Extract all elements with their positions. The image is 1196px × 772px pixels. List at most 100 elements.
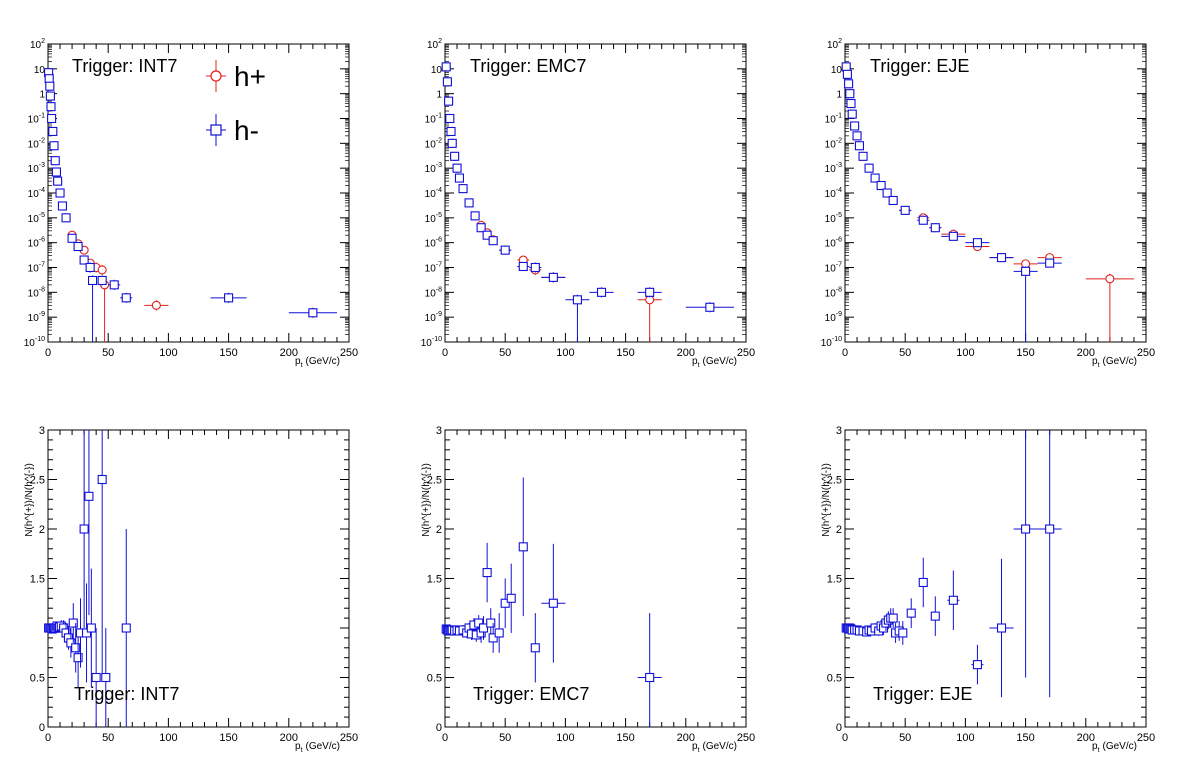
y-tick-label-exp: -5 bbox=[836, 212, 842, 219]
y-axis-label: N(h^{+})/N(h^{-}) bbox=[821, 463, 832, 537]
y-tick-label: 10-8 bbox=[425, 286, 442, 299]
y-tick-label: 102 bbox=[427, 38, 442, 51]
x-axis-label: pt (GeV/c) bbox=[1092, 356, 1137, 369]
y-tick-label: 2 bbox=[39, 524, 45, 536]
y-tick-label: 10-9 bbox=[825, 311, 842, 324]
y-tick-label: 2 bbox=[836, 524, 842, 536]
y-tick-label: 10-9 bbox=[425, 311, 442, 324]
x-tick-label: 150 bbox=[219, 347, 237, 359]
data-point bbox=[844, 79, 854, 89]
data-point bbox=[930, 611, 940, 621]
data-point bbox=[53, 176, 63, 186]
y-tick-label: 0.5 bbox=[30, 673, 45, 685]
y-tick-label: 10-7 bbox=[28, 262, 45, 275]
y-tick-label-base: 10 bbox=[425, 164, 437, 175]
data-point bbox=[66, 638, 76, 648]
y-tick-label: 10-10 bbox=[421, 336, 442, 349]
data-point bbox=[888, 613, 898, 623]
x-tick-label: 100 bbox=[556, 732, 574, 744]
y-tick-label-base: 10 bbox=[831, 65, 843, 76]
data-point bbox=[645, 287, 655, 297]
data-point bbox=[842, 69, 852, 79]
data-point bbox=[900, 205, 910, 215]
x-axis-label-p: p bbox=[1092, 741, 1098, 752]
x-axis-label: pt (GeV/c) bbox=[692, 356, 737, 369]
y-tick-label-base: 10 bbox=[825, 139, 837, 150]
data-point bbox=[91, 672, 101, 683]
y-tick-label-base: 10 bbox=[28, 264, 40, 275]
y-tick-label-base: 1 bbox=[39, 90, 45, 101]
y-tick-label: 10-6 bbox=[425, 237, 442, 250]
x-axis-label-unit: (GeV/c) bbox=[306, 741, 340, 752]
data-point bbox=[454, 173, 464, 183]
y-tick-label: 10-2 bbox=[28, 137, 45, 150]
y-tick-label-base: 10 bbox=[28, 189, 40, 200]
data-point bbox=[845, 89, 855, 99]
y-tick-label-base: 10 bbox=[34, 65, 46, 76]
x-tick-label: 250 bbox=[1137, 347, 1155, 359]
y-tick-label-exp: 2 bbox=[41, 38, 45, 45]
legend-label: h+ bbox=[234, 61, 266, 92]
plot-frame bbox=[444, 429, 747, 728]
data-point bbox=[55, 188, 65, 198]
y-tick-label: 3 bbox=[39, 425, 45, 437]
data-point bbox=[486, 618, 496, 628]
data-point bbox=[645, 672, 655, 683]
data-point bbox=[445, 113, 455, 124]
y-tick-label: 10-5 bbox=[28, 212, 45, 225]
data-point bbox=[548, 598, 558, 608]
x-tick-label: 250 bbox=[1137, 732, 1155, 744]
data-point bbox=[898, 628, 908, 638]
y-tick-label-exp: -9 bbox=[39, 311, 45, 318]
data-point bbox=[224, 293, 234, 303]
y-tick-label: 3 bbox=[436, 425, 442, 437]
y-tick-label: 10-4 bbox=[425, 187, 442, 200]
x-axis-label-sub: t bbox=[301, 747, 303, 754]
data-point bbox=[73, 653, 83, 663]
x-tick-label: 100 bbox=[956, 732, 974, 744]
y-tick-label-base: 10 bbox=[425, 288, 437, 299]
data-point bbox=[61, 213, 71, 223]
y-tick-label-base: 10 bbox=[28, 164, 40, 175]
data-point bbox=[73, 241, 83, 252]
x-tick-label: 200 bbox=[280, 732, 298, 744]
legend-marker bbox=[210, 70, 222, 82]
data-point bbox=[476, 223, 486, 233]
data-point bbox=[870, 173, 880, 183]
data-point bbox=[308, 308, 318, 318]
data-point bbox=[45, 81, 55, 91]
x-tick-label: 0 bbox=[842, 347, 848, 359]
y-tick-label-exp: -5 bbox=[39, 212, 45, 219]
data-point bbox=[972, 238, 982, 248]
data-point bbox=[79, 524, 89, 534]
data-point bbox=[441, 62, 451, 72]
x-tick-label: 50 bbox=[499, 732, 511, 744]
x-axis-label: pt (GeV/c) bbox=[1092, 741, 1137, 754]
data-point bbox=[446, 126, 456, 137]
series-hplus bbox=[841, 62, 1134, 342]
data-point bbox=[1021, 524, 1031, 534]
data-point bbox=[452, 163, 462, 173]
y-tick-label: 10-6 bbox=[825, 237, 842, 250]
y-tick-label-base: 10 bbox=[425, 313, 437, 324]
y-tick-label-exp: 2 bbox=[838, 38, 842, 45]
data-point bbox=[97, 265, 107, 275]
data-point bbox=[876, 180, 886, 191]
x-tick-label: 250 bbox=[340, 347, 358, 359]
data-point bbox=[518, 542, 528, 552]
y-tick-label: 10-1 bbox=[825, 113, 842, 126]
y-tick-label-base: 10 bbox=[825, 288, 837, 299]
y-tick-label: 2.5 bbox=[827, 475, 842, 487]
x-tick-label: 200 bbox=[280, 347, 298, 359]
y-tick-label-exp: -10 bbox=[832, 336, 842, 343]
panel-title: Trigger: EJE bbox=[870, 56, 969, 76]
data-point bbox=[442, 77, 452, 87]
plot-frame bbox=[444, 43, 747, 343]
x-tick-label: 100 bbox=[956, 347, 974, 359]
legend-entry-hminus: h- bbox=[206, 114, 259, 146]
data-point bbox=[97, 474, 107, 485]
x-axis-label-p: p bbox=[692, 356, 698, 367]
